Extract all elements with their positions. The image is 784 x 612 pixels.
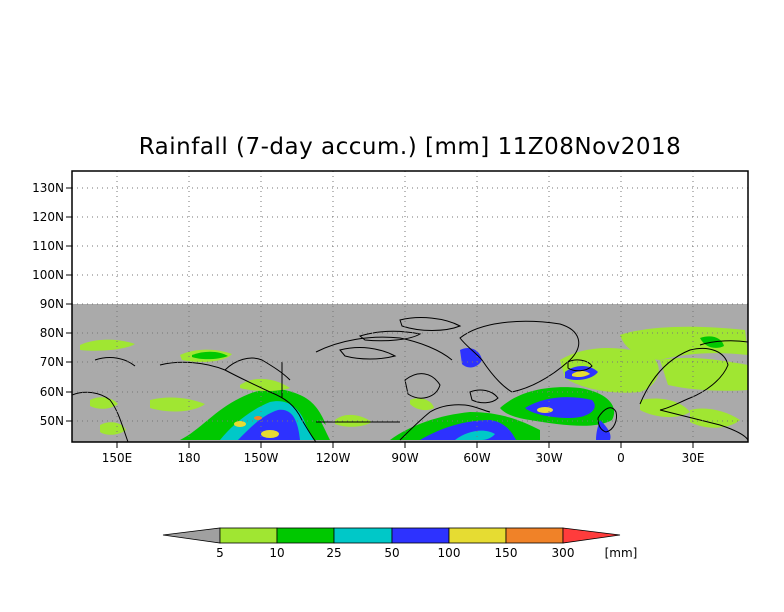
latitude-labels: 130N 120N 110N 100N 90N 80N 70N 60N 50N [32, 181, 64, 428]
colorbar-cell [333, 527, 393, 544]
coastlines [72, 317, 748, 442]
lon-label: 120W [316, 451, 351, 465]
colorbar-legend: 5 10 25 50 100 150 300 [mm] [162, 527, 638, 560]
lon-label: 180 [178, 451, 201, 465]
precip-fields [80, 326, 748, 440]
axis-ticks [66, 187, 694, 448]
colorbar-cell [391, 527, 450, 544]
colorbar-tick: 25 [326, 546, 341, 560]
colorbar-tick: 5 [216, 546, 224, 560]
colorbar-tick: 10 [269, 546, 284, 560]
colorbar-tick: 100 [438, 546, 461, 560]
colorbar-unit: [mm] [605, 546, 638, 560]
lon-label: 60W [463, 451, 490, 465]
map-title: Rainfall (7-day accum.) [mm] 11Z08Nov201… [138, 134, 682, 160]
colorbar-tick: 50 [384, 546, 399, 560]
lat-label: 130N [32, 181, 64, 195]
lon-label: 150W [244, 451, 279, 465]
graticule [72, 171, 748, 442]
map-frame [71, 170, 749, 443]
lon-label: 150E [102, 451, 133, 465]
lat-label: 70N [40, 355, 64, 369]
colorbar-tick: 150 [495, 546, 518, 560]
lat-label: 100N [32, 268, 64, 282]
lat-label: 90N [40, 297, 64, 311]
lat-label: 60N [40, 385, 64, 399]
lat-label: 110N [32, 239, 64, 253]
lon-label: 30E [682, 451, 705, 465]
colorbar-cell [562, 527, 621, 544]
lon-label: 0 [617, 451, 625, 465]
lat-label: 50N [40, 414, 64, 428]
longitude-labels: 150E 180 150W 120W 90W 60W 30W 0 30E [102, 451, 705, 465]
lat-label: 80N [40, 326, 64, 340]
colorbar-tick: 300 [552, 546, 575, 560]
lon-label: 90W [391, 451, 418, 465]
lat-label: 120N [32, 210, 64, 224]
colorbar-cell [162, 527, 221, 544]
colorbar-cell [219, 527, 278, 544]
lon-label: 30W [535, 451, 562, 465]
colorbar-cell [505, 527, 564, 544]
colorbar-cell [448, 527, 507, 544]
colorbar-cell [276, 527, 335, 544]
